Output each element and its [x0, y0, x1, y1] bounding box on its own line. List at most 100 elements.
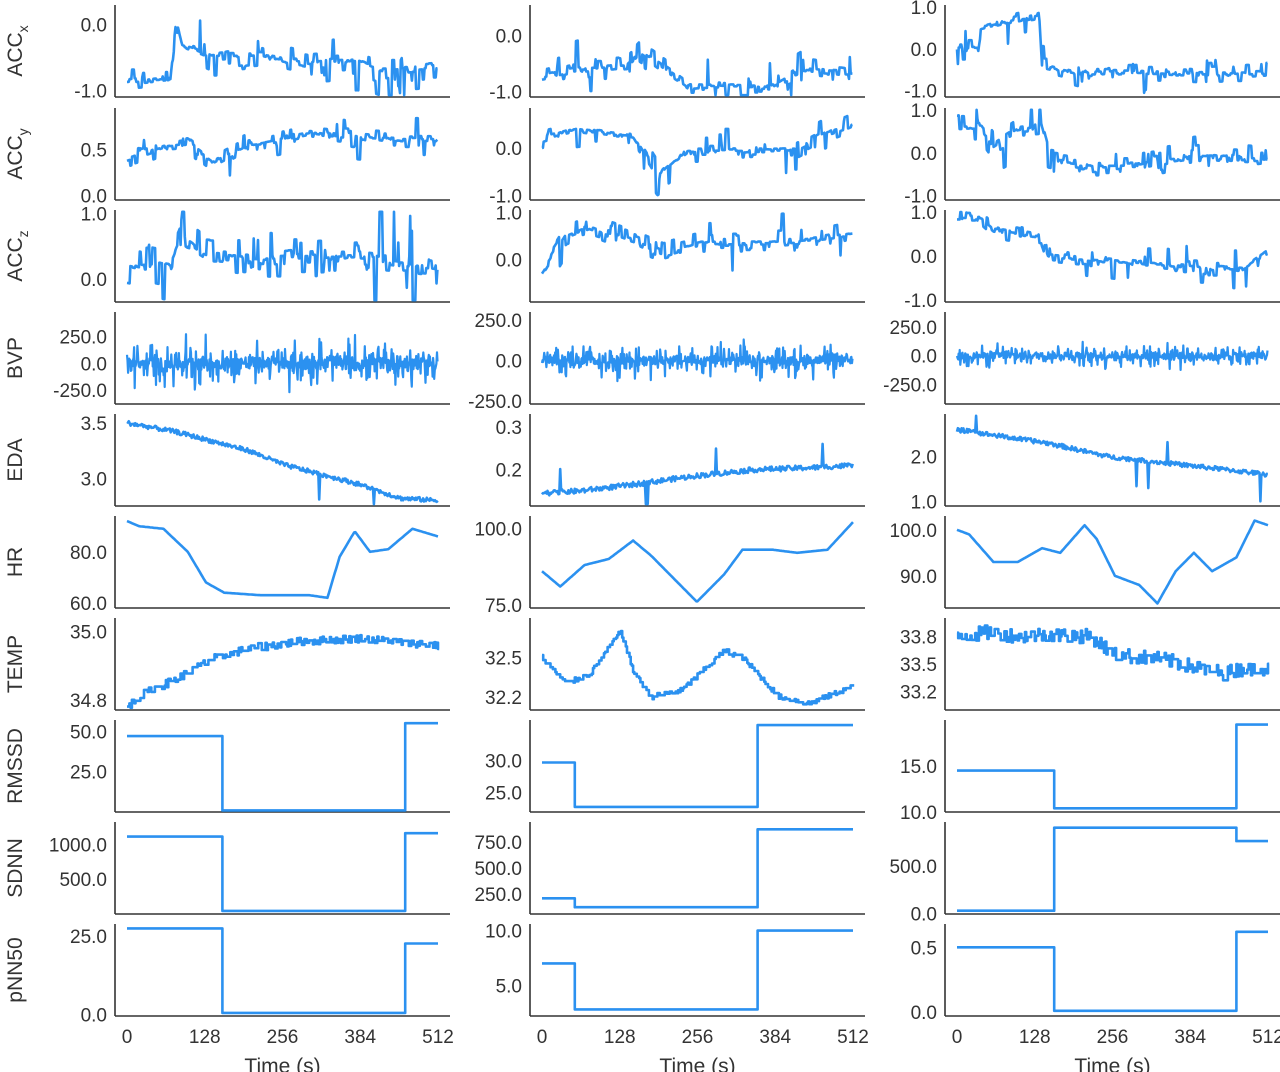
series-line [541, 521, 854, 603]
ylabel-accy: ACCy [4, 128, 31, 179]
panel-3-accx: -1.0 0.0 1.0 [904, 0, 1280, 103]
x-tick-label: 0 [952, 1027, 963, 1048]
panel-1-rmssd: 25.0 50.0 [70, 720, 450, 813]
x-axis-label: Time (s) [244, 1055, 320, 1072]
panel-1-accz: 0.0 1.0 [81, 204, 450, 303]
panel-1-accy: 0.0 0.5 [81, 108, 450, 207]
series-line [955, 340, 1269, 371]
y-tick-label: 500.0 [889, 857, 937, 878]
y-tick-label: -1.0 [489, 82, 522, 103]
y-tick-label: 100.0 [889, 521, 937, 542]
panel-3-sdnn: 0.0 500.0 [889, 822, 1280, 926]
y-tick-label: -250.0 [883, 375, 937, 396]
panel-3-accy: -1.0 0.0 1.0 [904, 101, 1280, 208]
ylabel-accz: ACCz [4, 230, 31, 281]
x-tick-label: 128 [189, 1027, 221, 1048]
x-tick-label: 384 [1174, 1027, 1206, 1048]
x-tick-label: 128 [1019, 1027, 1051, 1048]
y-tick-label: 25.0 [70, 927, 107, 948]
y-tick-label: 0.0 [81, 270, 107, 291]
y-tick-label: 0.0 [496, 27, 522, 48]
ylabel-eda: EDA [4, 438, 27, 481]
series-line [541, 629, 855, 706]
y-tick-label: 1.0 [911, 0, 937, 19]
panel-2-accz: 0.0 1.0 [496, 203, 865, 303]
series-line [957, 930, 1268, 1013]
y-tick-label: 32.5 [485, 648, 522, 669]
panel-1-sdnn: 500.0 1000.0 [49, 822, 450, 915]
y-tick-label: 1.0 [911, 493, 937, 514]
series-line [957, 723, 1268, 810]
y-tick-label: 80.0 [70, 543, 107, 564]
panel-1-accx: -1.0 0.0 [74, 5, 450, 102]
series-line [126, 210, 439, 302]
y-tick-label: 60.0 [70, 594, 107, 615]
y-tick-label: 2.0 [911, 448, 937, 469]
series-line [126, 519, 439, 600]
ylabel-hr: HR [4, 547, 27, 577]
series-line [126, 633, 440, 710]
y-tick-label: 0.0 [81, 186, 107, 207]
panel-3-temp: 33.2 33.5 33.8 [900, 618, 1280, 711]
x-tick-label: 0 [537, 1027, 548, 1048]
y-tick-label: 50.0 [70, 722, 107, 743]
y-tick-label: 25.0 [70, 763, 107, 784]
y-tick-label: 3.5 [81, 414, 107, 435]
x-tick-label: 512 [1252, 1027, 1280, 1048]
y-tick-label: -1.0 [904, 187, 937, 208]
panel-3-hr: 90.0 100.0 [889, 516, 1280, 609]
y-tick-label: 0.0 [496, 251, 522, 272]
panel-1-hr: 60.0 80.0 [70, 516, 450, 615]
series-line [957, 826, 1268, 912]
y-tick-label: 10.0 [900, 803, 937, 824]
y-tick-label: -1.0 [904, 291, 937, 312]
y-tick-label: 0.0 [496, 351, 522, 372]
y-tick-label: 1.0 [911, 101, 937, 122]
panel-2-hr: 75.0 100.0 [474, 516, 865, 617]
series-line [956, 519, 1269, 605]
y-tick-label: -1.0 [74, 81, 107, 102]
y-tick-label: 34.8 [70, 691, 107, 712]
x-axis-label: Time (s) [659, 1055, 735, 1072]
y-tick-label: 0.0 [911, 144, 937, 165]
y-tick-label: 0.0 [911, 347, 937, 368]
y-tick-label: 0.0 [911, 905, 937, 926]
y-tick-label: 1.0 [496, 203, 522, 224]
ylabel-bvp: BVP [4, 337, 27, 379]
series-line [127, 927, 438, 1015]
y-tick-label: 0.0 [81, 16, 107, 37]
ylabel-rmssd: RMSSD [4, 728, 27, 804]
ylabel-sdnn: SDNN [4, 838, 27, 898]
panel-2-temp: 32.2 32.5 [485, 618, 865, 711]
y-tick-label: 0.0 [911, 40, 937, 61]
y-tick-label: 0.3 [496, 418, 522, 439]
series-line [127, 831, 438, 913]
panel-1-eda: 3.0 3.5 [81, 414, 450, 507]
y-tick-label: 90.0 [900, 567, 937, 588]
series-line [126, 116, 439, 177]
x-tick-label: 256 [1097, 1027, 1129, 1048]
panel-3-pnn50: 0.0 0.5 0 128 256 384 512 Time (s) [911, 924, 1280, 1072]
y-tick-label: 0.5 [911, 938, 937, 959]
y-tick-label: 1.0 [81, 204, 107, 225]
panel-2-pnn50: 5.0 10.0 0 128 256 384 512 Time (s) [485, 922, 869, 1072]
series-line [127, 721, 438, 812]
series-line [542, 723, 853, 809]
x-tick-label: 384 [344, 1027, 376, 1048]
x-tick-label: 512 [422, 1027, 454, 1048]
y-tick-label: -250.0 [53, 381, 107, 402]
panel-1-pnn50: 0.0 25.0 0 128 256 384 512 Time (s) [70, 924, 454, 1072]
y-tick-label: 10.0 [485, 922, 522, 943]
y-tick-label: 35.0 [70, 623, 107, 644]
x-tick-label: 256 [682, 1027, 714, 1048]
panel-2-eda: 0.2 0.3 [496, 414, 865, 507]
x-tick-label: 384 [759, 1027, 791, 1048]
x-tick-label: 0 [122, 1027, 133, 1048]
series-line [541, 114, 853, 197]
panel-2-bvp: -250.0 0.0 250.0 [468, 311, 865, 413]
x-tick-label: 256 [267, 1027, 299, 1048]
y-tick-label: -1.0 [904, 82, 937, 103]
y-tick-label: 750.0 [474, 833, 522, 854]
y-tick-label: -1.0 [489, 186, 522, 207]
